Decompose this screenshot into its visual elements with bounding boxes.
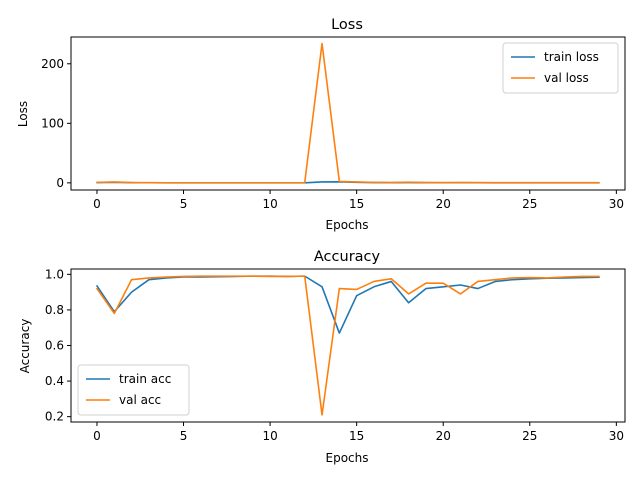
accuracy-legend-label: train acc [119,372,171,386]
loss-xlabel: Epochs [326,218,369,232]
loss-ytick-label: 0 [56,176,64,190]
loss-xtick-label: 10 [262,197,277,211]
loss-title: Loss [331,17,363,33]
loss-xtick-label: 20 [436,197,451,211]
accuracy-legend-box [77,364,190,416]
loss-legend-box [502,42,619,94]
accuracy-legend: train acc val acc [77,364,190,416]
loss-xtick-label: 0 [93,197,101,211]
loss-xtick-label: 25 [522,197,537,211]
accuracy-xtick-label: 0 [93,429,101,443]
accuracy-series-val-acc [96,275,600,416]
loss-xtick-label: 15 [349,197,364,211]
loss-ytick-label: 200 [41,57,64,71]
accuracy-ylabel: Accuracy [18,319,32,374]
loss-ytick-label: 100 [41,116,64,130]
loss-xtick-label: 5 [180,197,188,211]
accuracy-xtick-label: 15 [349,429,364,443]
accuracy-ytick-label: 0.6 [45,339,64,353]
loss-legend-label: val loss [544,71,589,85]
accuracy-xtick-label: 25 [522,429,537,443]
accuracy-ytick-label: 0.8 [45,303,64,317]
accuracy-xtick-label: 5 [180,429,188,443]
loss-legend-label: train loss [544,50,599,64]
accuracy-title: Accuracy [314,249,381,265]
loss-xtick-label: 30 [609,197,624,211]
accuracy-xtick-label: 20 [436,429,451,443]
loss-legend: train loss val loss [502,42,619,94]
accuracy-xlabel: Epochs [326,451,369,465]
accuracy-ytick-label: 1.0 [45,267,64,281]
loss-plot: Loss Epochs Loss 0 5 10 15 20 25 30 0 100 200 trai… [16,17,626,232]
loss-ylabel: Loss [16,101,30,127]
accuracy-ytick-label: 0.4 [45,374,64,388]
accuracy-plot: Accuracy Epochs Accuracy 0 5 10 15 20 25 30 0.2… [18,249,626,465]
accuracy-ytick-label: 0.2 [45,410,64,424]
accuracy-legend-label: val acc [119,393,161,407]
accuracy-xtick-label: 30 [609,429,624,443]
accuracy-xtick-label: 10 [262,429,277,443]
loss-axes-frame [70,36,626,191]
loss-series-val-loss [96,42,600,184]
